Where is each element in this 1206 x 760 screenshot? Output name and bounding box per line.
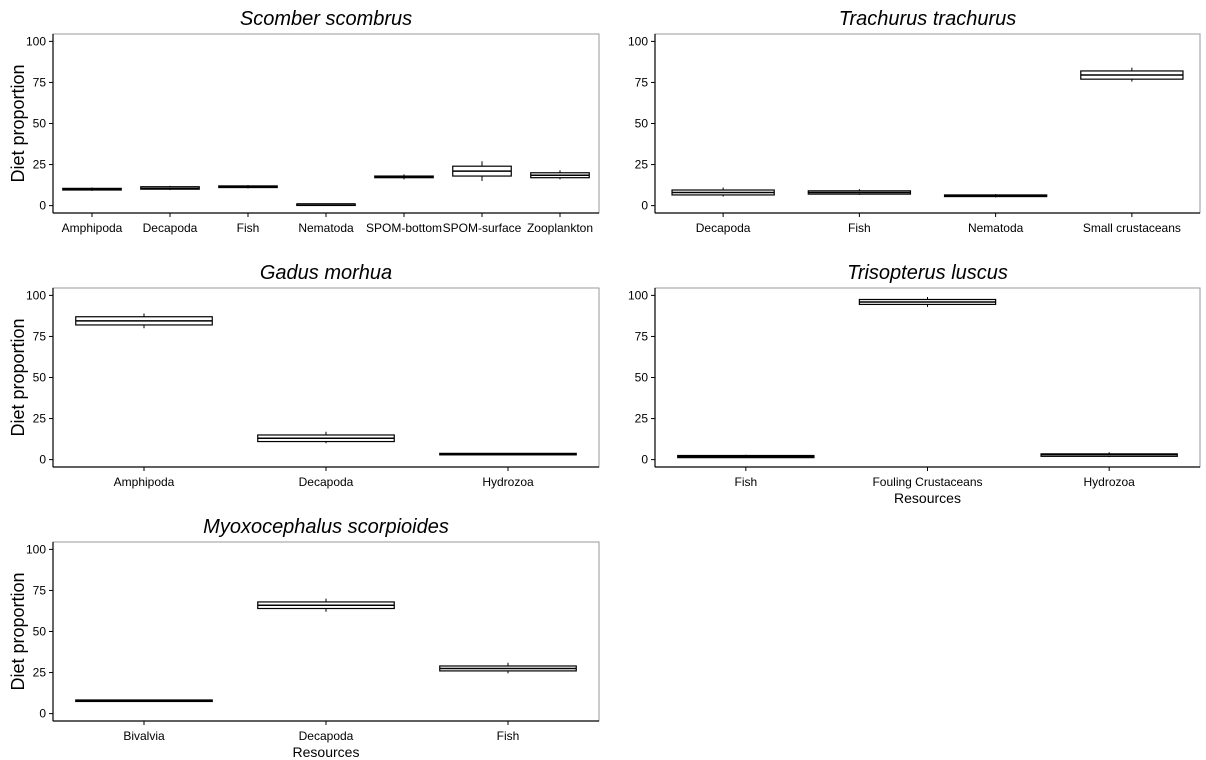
x-tick-label: SPOM-surface xyxy=(443,221,522,235)
box-fish xyxy=(218,185,278,189)
y-tick-label: 100 xyxy=(628,288,648,302)
x-tick-label: Fouling Crustaceans xyxy=(872,475,982,489)
plot-border xyxy=(654,287,1201,468)
x-tick-label: Small crustaceans xyxy=(1083,221,1181,235)
y-tick-label: 0 xyxy=(641,453,648,467)
y-tick-label: 100 xyxy=(26,542,46,556)
box-nematoda xyxy=(296,203,356,207)
y-tick-label: 75 xyxy=(635,329,649,343)
box-nematoda xyxy=(943,194,1048,198)
x-tick-label: Hydrozoa xyxy=(482,475,534,489)
box-fish xyxy=(807,189,912,195)
x-axis-label: Resources xyxy=(293,744,360,760)
x-tick-label: Nematoda xyxy=(968,221,1024,235)
box-small-crustaceans xyxy=(1080,67,1184,82)
x-tick-label: Amphipoda xyxy=(62,221,123,235)
y-tick-label: 75 xyxy=(33,329,47,343)
box-decapoda xyxy=(257,598,395,612)
box-decapoda xyxy=(671,187,775,197)
x-tick-label: SPOM-bottom xyxy=(366,221,442,235)
box-hydrozoa xyxy=(439,452,577,456)
x-tick-label: Decapoda xyxy=(299,475,354,489)
x-tick-label: Hydrozoa xyxy=(1083,475,1135,489)
y-tick-label: 25 xyxy=(33,412,47,426)
plot-border xyxy=(654,33,1201,214)
box-fish xyxy=(677,454,815,459)
y-axis-label: Diet proportion xyxy=(8,318,28,436)
x-tick-label: Decapoda xyxy=(299,729,354,743)
x-axis-label: Resources xyxy=(894,490,961,506)
panel-5: Myoxocephalus scorpioides 0 25 50 75 100 Bival… xyxy=(8,516,600,760)
panel-title: Trisopterus luscus xyxy=(847,262,1008,284)
box-fish xyxy=(439,662,577,674)
y-axis-label: Diet proportion xyxy=(8,572,28,690)
y-tick-label: 75 xyxy=(33,583,47,597)
x-tick-label: Fish xyxy=(237,221,260,235)
panel-1: Scomber scombrus 0 25 50 75 100 Amphipoda Decap… xyxy=(8,8,600,235)
y-tick-label: 100 xyxy=(628,34,648,48)
x-tick-label: Amphipoda xyxy=(114,475,175,489)
y-tick-label: 25 xyxy=(635,412,649,426)
y-tick-label: 0 xyxy=(39,707,46,721)
panel-title: Trachurus trachurus xyxy=(839,8,1016,30)
box-decapoda xyxy=(257,431,395,444)
x-tick-label: Nematoda xyxy=(298,221,354,235)
x-tick-label: Zooplankton xyxy=(527,221,593,235)
panel-3: Gadus morhua 0 25 50 75 100 Amphipoda Decapoda H… xyxy=(8,262,600,489)
y-axis-label: Diet proportion xyxy=(8,64,28,182)
x-tick-label: Fish xyxy=(734,475,757,489)
x-tick-label: Decapoda xyxy=(143,221,198,235)
x-tick-label: Bivalvia xyxy=(123,729,165,743)
box-amphipoda xyxy=(75,313,213,329)
y-tick-label: 100 xyxy=(26,288,46,302)
panel-title: Gadus morhua xyxy=(260,262,392,284)
x-tick-label: Fish xyxy=(848,221,871,235)
box-zooplankton xyxy=(530,170,590,180)
y-tick-label: 50 xyxy=(33,117,47,131)
x-tick-label: Fish xyxy=(497,729,520,743)
panel-4: Trisopterus luscus 0 25 50 75 100 Fish Fouling … xyxy=(628,262,1201,506)
panel-2: Trachurus trachurus 0 25 50 75 100 Decapoda Fis… xyxy=(628,8,1201,235)
y-tick-label: 50 xyxy=(33,625,47,639)
panel-title: Myoxocephalus scorpioides xyxy=(203,516,449,538)
y-tick-label: 0 xyxy=(39,453,46,467)
y-tick-label: 75 xyxy=(635,75,649,89)
box-hydrozoa xyxy=(1040,452,1178,458)
plot-border xyxy=(52,33,600,214)
box-spom-bottom xyxy=(374,174,434,180)
box-bivalvia xyxy=(75,699,213,703)
y-tick-label: 50 xyxy=(635,117,649,131)
y-tick-label: 25 xyxy=(33,666,47,680)
plot-border xyxy=(52,541,600,722)
y-tick-label: 50 xyxy=(635,371,649,385)
y-tick-label: 0 xyxy=(641,199,648,213)
y-tick-label: 0 xyxy=(39,199,46,213)
box-decapoda xyxy=(140,185,200,191)
y-tick-label: 50 xyxy=(33,371,47,385)
y-tick-label: 25 xyxy=(635,158,649,172)
box-amphipoda xyxy=(62,187,122,191)
y-tick-label: 100 xyxy=(26,34,46,48)
y-tick-label: 75 xyxy=(33,75,47,89)
box-spom-surface xyxy=(452,161,512,181)
y-tick-label: 25 xyxy=(33,158,47,172)
box-fouling-crustaceans xyxy=(858,297,997,307)
panel-title: Scomber scombrus xyxy=(240,8,412,30)
x-tick-label: Decapoda xyxy=(696,221,751,235)
